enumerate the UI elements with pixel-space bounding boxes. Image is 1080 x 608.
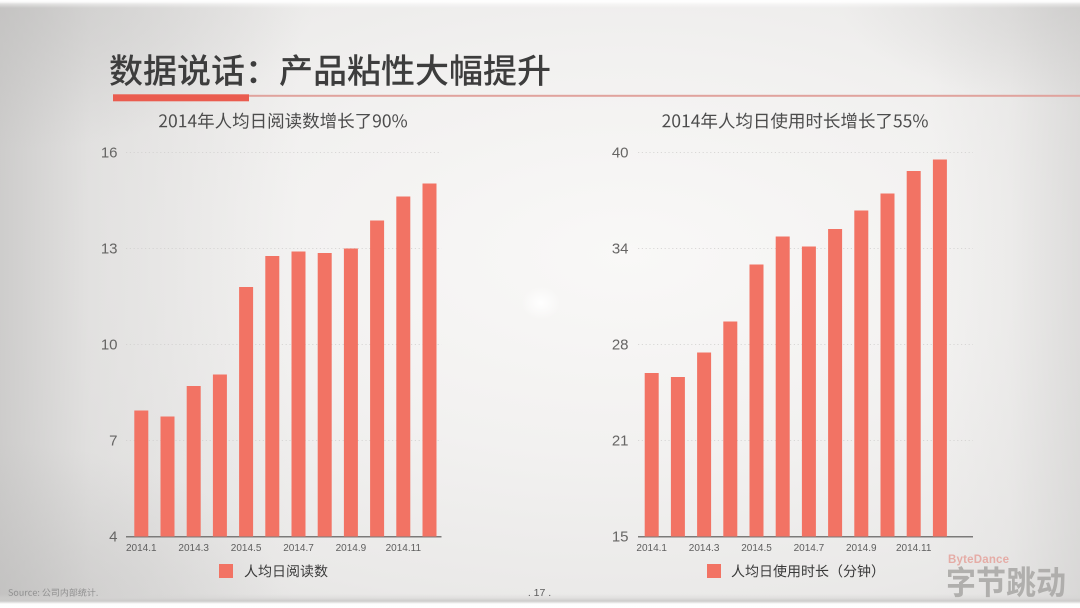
svg-text:2014.1: 2014.1	[126, 543, 157, 554]
svg-text:2014.11: 2014.11	[386, 543, 422, 554]
svg-text:2014.5: 2014.5	[741, 543, 772, 554]
svg-text:2014.9: 2014.9	[336, 543, 367, 554]
svg-text:2014.5: 2014.5	[231, 543, 262, 554]
svg-text:16: 16	[101, 145, 118, 162]
svg-text:2014.9: 2014.9	[846, 543, 877, 554]
svg-text:15: 15	[612, 529, 629, 546]
svg-text:4: 4	[109, 529, 117, 546]
svg-text:40: 40	[612, 145, 629, 162]
svg-text:2014.1: 2014.1	[636, 543, 667, 554]
svg-text:ByteDance: ByteDance	[948, 554, 1009, 566]
svg-text:2014.7: 2014.7	[283, 543, 314, 554]
svg-text:2014.3: 2014.3	[689, 543, 720, 554]
svg-text:2014.11: 2014.11	[896, 543, 932, 554]
svg-text:2014.7: 2014.7	[794, 543, 825, 554]
svg-text:. 17 .: . 17 .	[528, 587, 551, 599]
svg-text:28: 28	[612, 337, 629, 354]
svg-text:2014.3: 2014.3	[178, 543, 209, 554]
svg-text:10: 10	[101, 337, 118, 354]
svg-text:13: 13	[101, 241, 118, 258]
svg-text:34: 34	[612, 241, 629, 258]
svg-text:21: 21	[612, 433, 629, 450]
svg-text:7: 7	[109, 433, 117, 450]
